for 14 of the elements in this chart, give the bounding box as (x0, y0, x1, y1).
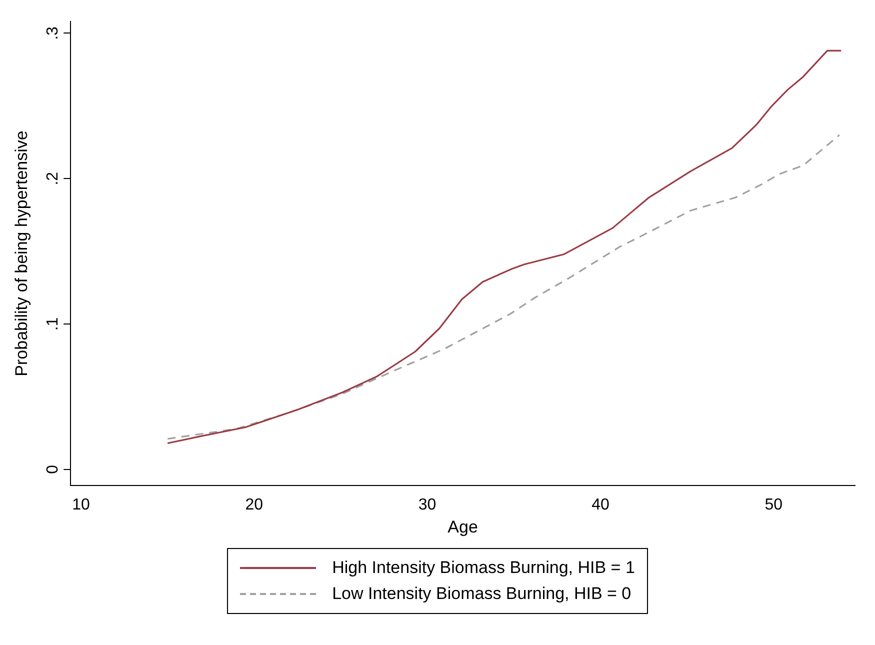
y-tick-label: .3 (44, 26, 62, 40)
x-tick-label: 20 (245, 496, 264, 514)
x-tick-label: 50 (764, 496, 783, 514)
y-tick-label: 0 (44, 464, 62, 474)
x-tick-label: 30 (418, 496, 436, 514)
x-tick-label: 40 (592, 496, 610, 514)
y-tick-label: .1 (44, 317, 62, 331)
line-series (166, 134, 840, 440)
x-tick-label: 10 (72, 496, 90, 514)
x-axis-title: Age (448, 517, 478, 536)
y-tick-label: .2 (44, 172, 62, 186)
legend-label: Low Intensity Biomass Burning, HIB = 0 (332, 584, 632, 604)
y-axis-title: Probability of being hypertensive (12, 130, 31, 376)
legend-label: High Intensity Biomass Burning, HIB = 1 (332, 558, 635, 578)
